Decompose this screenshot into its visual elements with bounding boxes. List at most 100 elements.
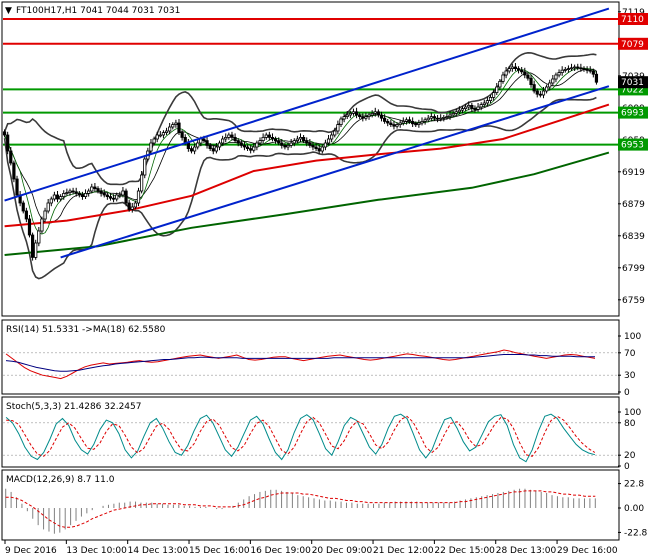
candle-body [52, 194, 57, 200]
macd-panel-frame [1, 469, 620, 541]
candle-body [432, 116, 437, 119]
macd-title: MACD(12,26,9) 8.7 11.0 [6, 475, 115, 485]
candle-body [68, 190, 72, 194]
candle-body [59, 196, 63, 200]
candle-body [211, 148, 215, 152]
candle-body [554, 74, 558, 80]
candle-body [479, 104, 483, 108]
candle-body [177, 122, 181, 133]
bollinger-lower-band [3, 96, 597, 280]
candle-body [161, 132, 166, 136]
candle-body [227, 134, 231, 138]
level-label-box [618, 106, 648, 119]
candle-body [579, 67, 583, 70]
candle-body [21, 202, 25, 212]
candle-body [202, 138, 206, 141]
candle-body [124, 190, 128, 204]
candle-body [420, 121, 424, 124]
x-tick-label: 9 Dec 2016 [5, 546, 57, 556]
candle-body [411, 121, 415, 125]
candle-body [376, 111, 380, 116]
candle-body [439, 117, 443, 120]
candle-body [454, 111, 458, 114]
candle-body [74, 191, 78, 194]
rsi-panel: 0 30 70 100 [3, 332, 641, 398]
candle-body [544, 86, 549, 92]
y-tick-label: 80 [624, 419, 636, 429]
candle-body [87, 190, 91, 194]
candle-body [345, 114, 349, 118]
rsi-title: RSI(14) 51.5331 ->MA(18) 62.5580 [6, 325, 166, 335]
series-line-ma-18- [5, 354, 595, 372]
candle-body [168, 126, 172, 132]
y-tick-label: 6799 [622, 264, 645, 274]
price-panel-frame [1, 1, 620, 317]
candle-body [569, 67, 574, 70]
candle-body [551, 78, 555, 84]
ma-mid-line [4, 103, 610, 228]
candle-body [460, 108, 465, 111]
candle-body [485, 100, 490, 104]
y-tick-label: 20 [624, 451, 636, 461]
candle-body [351, 111, 356, 114]
x-tick-label: 29 Dec 16:00 [557, 546, 618, 556]
dropdown-arrow-icon[interactable]: ▼ [5, 6, 12, 16]
candle-body [46, 202, 50, 212]
x-tick-label: 14 Dec 13:00 [128, 546, 189, 556]
macd-panel: 22.8 0.00 -22.8 [5, 480, 648, 538]
price-panel: 6759679968396879691969596999703970797119… [2, 7, 648, 306]
candle-body [588, 69, 592, 72]
candle-body [292, 140, 296, 144]
candle-body [576, 66, 580, 69]
chart-title: FT100H17,H1 7041 7044 7031 7031 [16, 6, 180, 16]
y-tick-label: 6759 [622, 296, 645, 306]
candle-body [585, 69, 589, 71]
candle-body [214, 146, 218, 152]
candle-body [171, 124, 175, 128]
candle-body [230, 134, 234, 138]
candle-body [364, 116, 368, 119]
level-label-7110: 7110 [621, 15, 644, 25]
candle-body [467, 105, 471, 108]
level-label-7022: 7022 [621, 85, 644, 95]
candle-body [308, 142, 312, 146]
candle-body [108, 196, 113, 199]
candle-body [12, 162, 16, 180]
bollinger-upper-band [3, 51, 597, 186]
candle-body [77, 192, 81, 196]
candle-body [582, 68, 586, 70]
candle-body [43, 210, 47, 220]
candle-body [401, 121, 405, 124]
candle-body [140, 174, 144, 192]
y-tick-label: 0 [624, 388, 630, 398]
candle-body [594, 73, 599, 83]
candle-body [267, 134, 271, 138]
candle-body [560, 69, 564, 73]
candle-body [80, 194, 85, 198]
candle-body [102, 192, 106, 196]
candle-body [532, 84, 536, 92]
candle-body [49, 198, 53, 204]
time-axis: 9 Dec 2016 13 Dec 10:00 14 Dec 13:00 15 Dec… [4, 540, 618, 556]
y-tick-label: 6919 [622, 168, 645, 178]
candle-body [302, 136, 306, 141]
y-tick-label: 100 [624, 332, 641, 342]
channel-line-lower [60, 85, 610, 259]
candle-body [392, 124, 396, 127]
candle-body [65, 192, 69, 195]
candle-body [24, 210, 28, 220]
candle-body [27, 218, 32, 236]
candle-body [96, 188, 100, 192]
candle-body [526, 74, 530, 79]
candle-body [548, 82, 552, 88]
candle-body [280, 142, 284, 146]
candle-body [180, 132, 184, 138]
candle-body [482, 102, 486, 105]
candle-body [283, 144, 287, 148]
y-tick-label: 6879 [622, 200, 645, 210]
candle-body [398, 122, 402, 125]
candle-body [270, 136, 275, 140]
candle-body [535, 90, 539, 95]
candle-body [417, 122, 421, 125]
